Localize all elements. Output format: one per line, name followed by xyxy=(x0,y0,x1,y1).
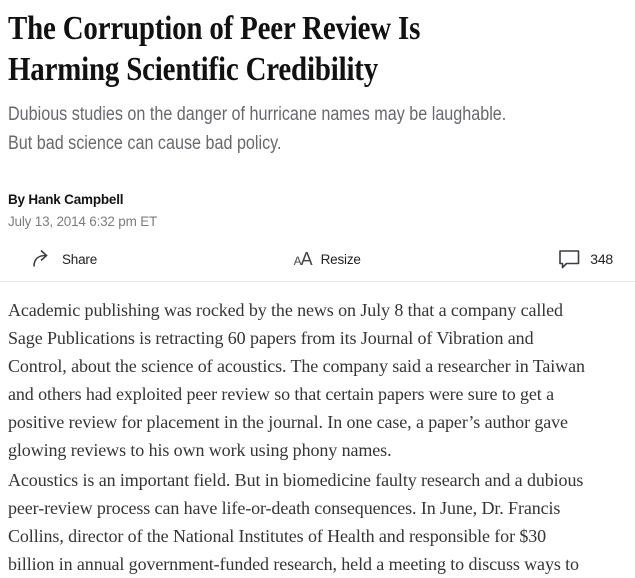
resize-icon-small-a: A xyxy=(293,254,302,268)
article-paragraph: Academic publishing was rocked by the ne… xyxy=(8,296,627,464)
text-line: peer-review process can have life-or-dea… xyxy=(8,498,561,518)
text-resize-icon: A A xyxy=(293,249,313,269)
text-line: Collins, director of the National Instit… xyxy=(8,526,547,546)
byline: By Hank Campbell xyxy=(8,192,124,207)
article-body: Academic publishing was rocked by the ne… xyxy=(8,296,627,578)
subtitle-line: But bad science can cause bad policy. xyxy=(8,133,282,154)
article-paragraph: Acoustics is an important field. But in … xyxy=(8,466,627,578)
comment-bubble-icon xyxy=(557,249,581,270)
text-line: Acoustics is an important field. But in … xyxy=(8,470,584,490)
share-button[interactable]: Share xyxy=(30,249,97,270)
text-line: Academic publishing was rocked by the ne… xyxy=(8,300,563,320)
share-icon xyxy=(30,249,53,270)
article-subtitle: Dubious studies on the danger of hurrica… xyxy=(8,100,534,158)
article-toolbar: Share A A Resize 348 xyxy=(8,246,627,272)
toolbar-divider xyxy=(0,281,635,282)
resize-label: Resize xyxy=(320,251,361,267)
resize-button[interactable]: A A Resize xyxy=(294,250,361,268)
text-line: glowing reviews to his own work using ph… xyxy=(8,440,392,460)
subtitle-line: Dubious studies on the danger of hurrica… xyxy=(8,104,507,125)
headline-line: The Corruption of Peer Review Is xyxy=(8,10,421,47)
headline-line: Harming Scientific Credibility xyxy=(8,51,379,88)
text-line: Sage Publications is retracting 60 paper… xyxy=(8,328,534,348)
share-label: Share xyxy=(62,251,98,267)
text-line: positive review for placement in the jou… xyxy=(8,412,568,432)
text-line: billion in annual government-funded rese… xyxy=(8,554,579,574)
article-headline: The Corruption of Peer Review Is Harming… xyxy=(8,8,534,90)
comment-count: 348 xyxy=(590,251,613,267)
publish-date: July 13, 2014 6:32 pm ET xyxy=(8,214,158,229)
resize-icon-large-a: A xyxy=(300,249,313,269)
text-line: and others had exploited peer review so … xyxy=(8,384,554,404)
text-line: Control, about the science of acoustics.… xyxy=(8,356,585,376)
comments-button[interactable]: 348 xyxy=(557,249,613,270)
